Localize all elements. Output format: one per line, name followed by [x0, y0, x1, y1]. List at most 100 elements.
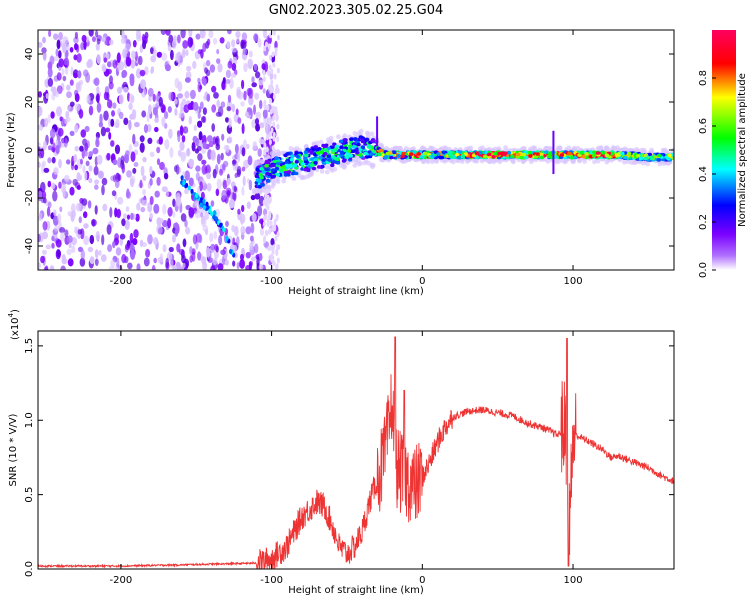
noise-speck	[55, 48, 59, 57]
noise-speck	[69, 186, 75, 196]
noise-speck	[243, 90, 247, 101]
signal-halo	[324, 164, 329, 170]
signal-blob	[303, 159, 309, 164]
noise-speck	[275, 113, 279, 120]
noise-speck	[215, 188, 220, 197]
noise-speck	[184, 219, 188, 228]
noise-speck	[184, 170, 190, 181]
spectrogram-y-tick-label: 20	[24, 96, 35, 109]
noise-speck	[51, 147, 56, 153]
noise-speck	[147, 137, 153, 144]
noise-speck	[265, 146, 269, 153]
signal-blob	[559, 153, 565, 157]
noise-speck	[145, 248, 151, 258]
signal-halo	[566, 145, 572, 151]
noise-speck	[89, 256, 95, 265]
signal-blob	[274, 156, 279, 160]
noise-speck	[229, 78, 234, 89]
noise-speck	[188, 116, 192, 125]
signal-blob	[436, 152, 441, 156]
noise-speck	[96, 86, 100, 93]
signal-blob	[339, 150, 345, 155]
noise-speck	[59, 116, 63, 122]
signal-blob	[327, 158, 333, 162]
noise-speck	[216, 48, 220, 55]
signal-blob	[276, 161, 281, 166]
noise-speck	[241, 247, 245, 255]
noise-speck	[133, 162, 139, 167]
noise-speck	[42, 249, 47, 255]
noise-speck	[95, 43, 100, 51]
noise-speck	[89, 234, 95, 245]
noise-speck	[55, 239, 62, 248]
noise-speck	[135, 213, 140, 222]
noise-speck	[276, 136, 280, 143]
signal-blob	[626, 151, 632, 156]
noise-speck	[270, 238, 275, 247]
noise-speck	[222, 163, 226, 171]
colorbar-ticks: 0.0 0.2 0.4 0.6 0.8	[698, 70, 716, 278]
signal-blob	[519, 155, 524, 160]
noise-speck	[74, 31, 78, 40]
noise-speck	[143, 124, 149, 134]
noise-speck	[259, 122, 265, 129]
signal-blob	[471, 153, 477, 158]
signal-blob	[588, 154, 593, 159]
noise-speck	[107, 244, 113, 253]
noise-speck	[134, 121, 140, 128]
noise-speck	[194, 200, 199, 207]
noise-speck	[264, 191, 268, 198]
signal-blob	[261, 170, 266, 174]
noise-speck	[250, 256, 256, 262]
noise-speck	[240, 101, 245, 107]
noise-speck	[95, 94, 99, 102]
snr-y-tick-label: 1.0	[24, 412, 35, 428]
noise-speck	[208, 30, 214, 39]
signal-blob	[323, 147, 328, 152]
noise-speck	[154, 190, 160, 198]
noise-speck	[58, 181, 62, 189]
noise-speck	[268, 139, 272, 146]
noise-speck	[212, 37, 218, 45]
signal-blob	[527, 150, 533, 155]
noise-speck	[242, 175, 246, 187]
signal-blob	[266, 179, 271, 183]
signal-blob	[524, 150, 529, 154]
noise-speck	[236, 262, 240, 270]
noise-speck	[194, 210, 201, 219]
noise-speck	[199, 101, 204, 110]
signal-blob	[595, 151, 601, 155]
noise-speck	[99, 113, 103, 125]
noise-speck	[270, 68, 274, 75]
signal-blob	[254, 174, 259, 179]
noise-speck	[276, 67, 280, 74]
noise-speck	[148, 104, 152, 115]
signal-blob	[348, 154, 353, 158]
signal-halo	[342, 133, 348, 139]
noise-speck	[174, 52, 181, 63]
noise-speck	[231, 103, 236, 113]
noise-speck	[112, 241, 116, 249]
noise-speck	[119, 233, 126, 240]
signal-halo	[319, 168, 325, 174]
noise-speck	[188, 158, 195, 168]
noise-speck	[174, 98, 178, 105]
signal-blob	[294, 166, 299, 170]
noise-speck	[138, 55, 143, 66]
noise-speck	[118, 111, 124, 120]
noise-speck	[174, 108, 178, 116]
signal-blob	[579, 150, 584, 155]
noise-speck	[154, 126, 159, 133]
noise-speck	[58, 50, 62, 59]
snr-x-tick-label: 100	[563, 575, 582, 586]
snr-ticks: -200 -100 0 100 0.0 0.5 1.0 1.5	[24, 331, 674, 586]
noise-speck	[102, 203, 108, 212]
noise-speck	[83, 69, 89, 77]
noise-speck	[62, 42, 67, 54]
snr-scale-label: (x104)	[7, 309, 21, 340]
noise-speck	[240, 253, 244, 261]
noise-speck	[156, 51, 163, 58]
noise-speck	[221, 189, 227, 200]
signal-halo	[358, 128, 364, 134]
spectrogram-y-tick-label: -40	[24, 238, 35, 254]
